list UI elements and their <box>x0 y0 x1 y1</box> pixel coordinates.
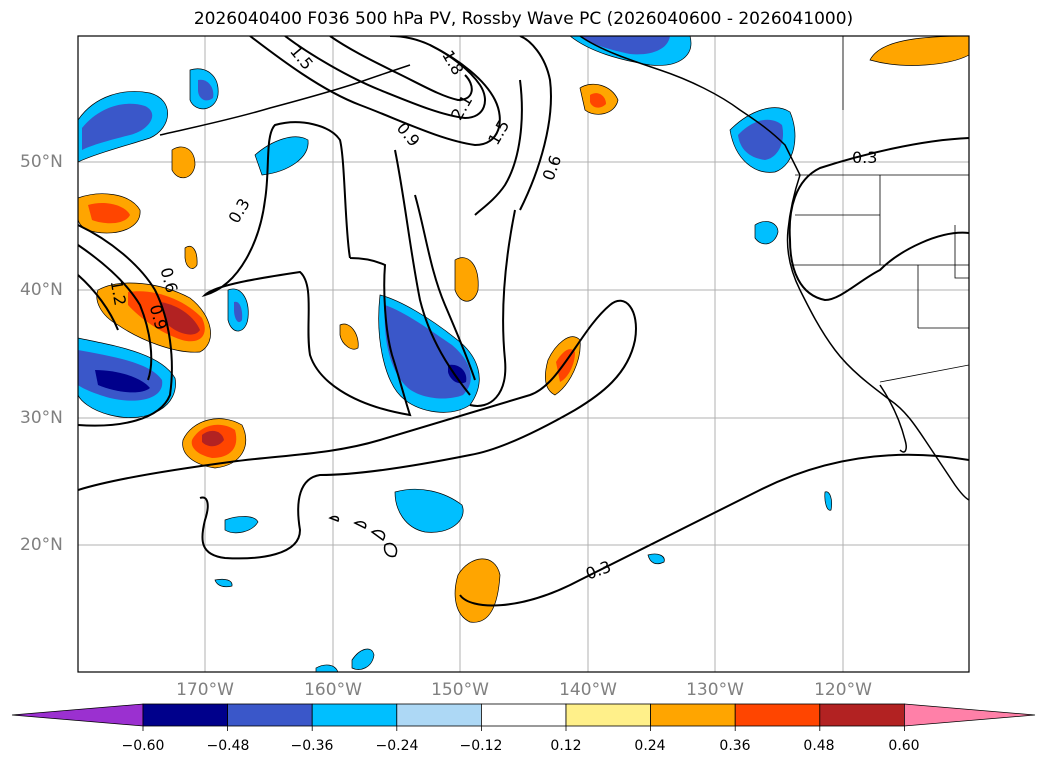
us-mexico-border <box>879 364 969 383</box>
lon-label-170w: 170°W <box>176 680 234 700</box>
colorbar-tick-0.60: 0.60 <box>888 738 920 754</box>
pos-anomaly-small-2 <box>184 246 198 269</box>
colorbar-segment-4 <box>480 703 567 727</box>
colorbar-segment-6 <box>650 703 736 727</box>
colorbar-tick-neg-0.24: −0.24 <box>375 738 419 754</box>
lat-label-30n: 30°N <box>20 408 63 428</box>
colorbar-segment-5 <box>565 703 651 727</box>
contour-0.9 <box>78 244 153 381</box>
colorbar-segment-3 <box>396 703 482 727</box>
lat-label-50n: 50°N <box>20 152 63 172</box>
colorbar-tick-neg-0.60: −0.60 <box>121 738 165 754</box>
contour-0.3-long <box>459 453 969 607</box>
lon-label-130w: 130°W <box>686 680 744 700</box>
negative-pv-anomalies <box>78 36 832 672</box>
coastlines <box>159 36 969 501</box>
political-borders <box>790 36 969 383</box>
hawaii-islands <box>328 515 398 558</box>
contour-0.3-east <box>788 137 969 302</box>
map-background <box>78 36 969 672</box>
contour-inner-3 <box>469 209 516 407</box>
colorbar-extend-high <box>904 703 1036 727</box>
lat-label-40n: 40°N <box>20 280 63 300</box>
contour-0.3-north <box>204 121 412 417</box>
lon-label-160w: 160°W <box>304 680 362 700</box>
neg-anomaly-subtropical <box>394 488 464 533</box>
contour-high-4 <box>474 79 523 216</box>
positive-pv-anomalies <box>78 36 969 623</box>
lon-label-150w: 150°W <box>431 680 489 700</box>
neg-anomaly-small-7 <box>824 491 832 511</box>
contour-0.6-east <box>519 36 552 211</box>
colorbar-tick-0.12: 0.12 <box>550 738 582 754</box>
lon-label-140w: 140°W <box>559 680 617 700</box>
aleutian-chain <box>159 64 411 136</box>
neg-anomaly-small-6 <box>351 648 375 670</box>
contour-0.3-south <box>78 299 637 560</box>
neg-anomaly-small-9 <box>214 578 233 588</box>
contour-label-0.3-east: 0.3 <box>852 148 877 167</box>
colorbar-tick-neg-0.48: −0.48 <box>206 738 250 754</box>
pv-contours <box>78 36 969 607</box>
colorbar-tick-0.36: 0.36 <box>719 738 751 754</box>
colorbar-tick-neg-0.12: −0.12 <box>459 738 503 754</box>
colorbar-segment-2 <box>311 703 398 727</box>
state-borders <box>790 175 969 329</box>
lon-label-120w: 120°W <box>814 680 872 700</box>
pos-anomaly-small-3 <box>339 323 359 350</box>
colorbar-segment-8 <box>819 703 905 727</box>
baja-peninsula <box>879 384 907 453</box>
colorbar-extend-low <box>11 703 144 727</box>
colorbar-segment-0 <box>142 703 228 727</box>
pv-map: 0.3 0.3 0.3 0.6 0.6 0.9 0.9 1.2 1.5 1.5 … <box>77 35 970 673</box>
chart-title: 2026040400 F036 500 hPa PV, Rossby Wave … <box>193 9 854 29</box>
contour-high-3 <box>329 36 473 102</box>
contour-inner-2 <box>394 149 471 396</box>
pos-anomaly-small-4 <box>454 257 479 302</box>
pos-anomaly-northeast <box>869 36 969 66</box>
contour-0.6 <box>78 224 173 427</box>
neg-anomaly-small-8 <box>647 553 665 565</box>
contour-high-2 <box>284 36 486 120</box>
colorbar-tick-neg-0.36: −0.36 <box>290 738 334 754</box>
north-america-west-coast <box>786 174 969 501</box>
lat-label-20n: 20°N <box>20 535 63 555</box>
neg-anomaly-small-5 <box>754 221 779 245</box>
colorbar-tick-0.48: 0.48 <box>803 738 835 754</box>
contour-inner-1 <box>414 194 476 381</box>
colorbar-tick-0.24: 0.24 <box>634 738 666 754</box>
alaska-coast <box>579 36 801 176</box>
neg-anomaly-small-4 <box>224 516 259 534</box>
map-frame <box>77 35 970 673</box>
colorbar-segment-1 <box>227 703 313 727</box>
contour-label-1.2: 1.2 <box>107 279 130 307</box>
pos-anomaly-small-1 <box>171 146 196 178</box>
gridlines <box>78 36 969 672</box>
contour-1.2 <box>78 274 119 331</box>
colorbar-segment-7 <box>734 703 821 727</box>
